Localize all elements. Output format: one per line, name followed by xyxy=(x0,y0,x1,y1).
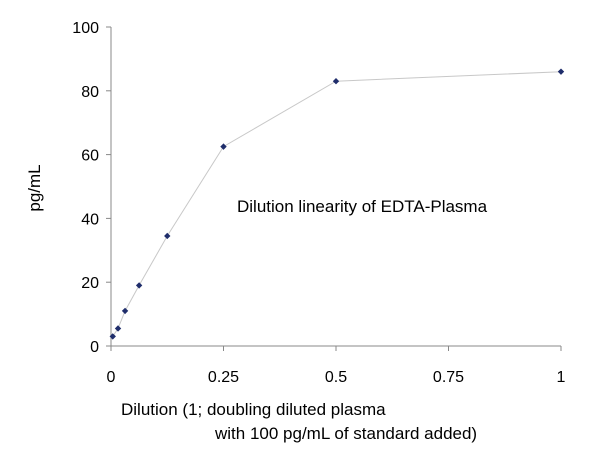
x-tick-label: 1 xyxy=(557,369,566,386)
data-point xyxy=(164,232,171,240)
data-point xyxy=(135,282,143,289)
y-tick-label: 100 xyxy=(72,20,99,37)
y-tick-labels: 0 20 40 60 80 100 xyxy=(72,20,99,356)
x-axis-title-line-1: Dilution (1; doubling diluted plasma xyxy=(121,400,386,419)
data-point xyxy=(109,333,116,340)
x-tick-label: 0.5 xyxy=(325,369,347,386)
markers-group xyxy=(109,68,565,340)
data-point xyxy=(220,143,227,150)
data-point xyxy=(121,307,129,315)
data-point xyxy=(557,68,565,75)
y-tick-label: 80 xyxy=(81,84,99,101)
data-point xyxy=(332,78,340,85)
chart-annotation: Dilution linearity of EDTA-Plasma xyxy=(237,197,488,216)
data-point xyxy=(114,325,122,332)
x-axis-title-line-2: with 100 pg/mL of standard added) xyxy=(215,424,478,443)
y-axis-title: pg/mL xyxy=(25,164,44,211)
y-tick-label: 40 xyxy=(81,211,99,228)
axes xyxy=(106,26,562,351)
x-tick-label: 0.25 xyxy=(208,369,239,386)
y-tick-label: 20 xyxy=(81,275,99,292)
x-tick-labels: 0 0.25 0.5 0.75 1 xyxy=(107,369,566,386)
series-line-group xyxy=(112,71,562,337)
x-tick-label: 0.75 xyxy=(433,369,464,386)
x-tick-label: 0 xyxy=(107,369,116,386)
y-tick-label: 0 xyxy=(90,339,99,356)
y-tick-label: 60 xyxy=(81,148,99,165)
series-line xyxy=(112,71,562,337)
